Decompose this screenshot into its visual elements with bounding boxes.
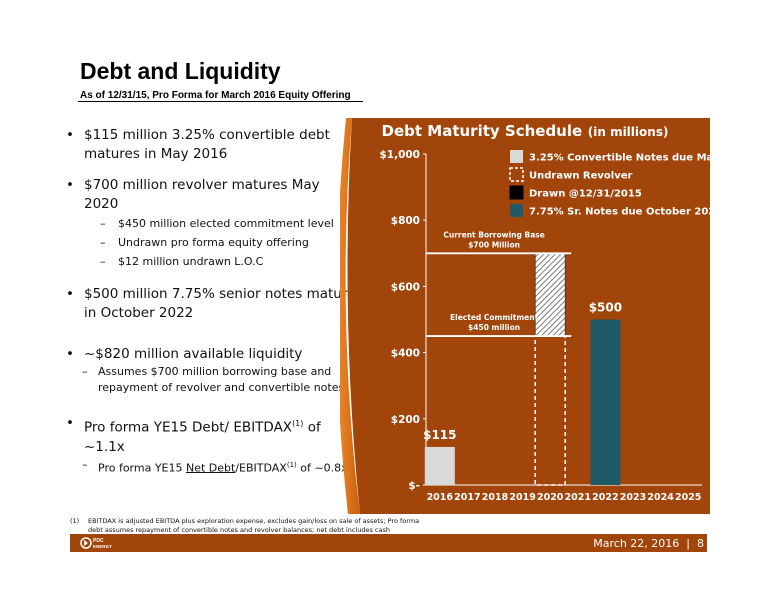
chart-title-unit: (in millions) — [587, 125, 669, 139]
legend-label: 3.25% Convertible Notes due May 2016 — [529, 153, 710, 164]
chart-swoosh — [336, 118, 360, 514]
reference-line-label: Elected Commitment — [450, 313, 539, 322]
footer-date-page: March 22, 2016 | 8 — [593, 537, 704, 550]
chart-title: Debt Maturity Schedule (in millions) — [340, 121, 710, 140]
footer-separator: | — [686, 537, 690, 550]
debt-maturity-chart: $- $200 $400 $600 $800 $1,000 2016 2017 2018 2019… — [336, 118, 751, 514]
bullet-debt-ebitdax-value: of ~1.1x — [84, 419, 321, 455]
chart-title-text: Debt Maturity Schedule — [381, 122, 583, 140]
sub-bullet-undrawn: Undrawn pro forma equity offering — [66, 233, 356, 252]
bar-senior-notes — [590, 319, 621, 485]
x-tick-label: 2022 — [592, 492, 618, 503]
legend-swatch — [509, 185, 524, 200]
legend-label: 7.75% Sr. Notes due October 2022 — [529, 207, 710, 218]
page-title: Debt and Liquidity — [80, 58, 281, 84]
y-tick-label: $1,000 — [379, 149, 420, 161]
x-tick-label: 2021 — [565, 492, 591, 503]
x-tick-label: 2024 — [647, 492, 674, 503]
data-label: $115 — [423, 428, 456, 442]
page-number: 8 — [697, 537, 704, 550]
sub-bullet-liquidity-assumption: Assumes $700 million borrowing base and … — [66, 364, 356, 396]
footnote-ref: (1) — [286, 460, 297, 469]
legend-swatch — [509, 167, 524, 182]
sub-bullet-elected: $450 million elected commitment level — [66, 214, 356, 233]
footnote-number: (1) — [70, 517, 80, 525]
footer-date: March 22, 2016 — [593, 537, 680, 550]
reference-line-label: Current Borrowing Base — [443, 230, 544, 239]
chart-canvas: $- $200 $400 $600 $800 $1,000 2016 2017 2018 2019… — [336, 118, 751, 514]
footnote: (1) EBITDAX is adjusted EBITDA plus expl… — [70, 517, 430, 535]
bullet-debt-ebitdax: Pro forma YE15 Debt/ EBITDAX(1) of ~1.1x — [66, 414, 356, 457]
bullet-senior-notes: $500 million 7.75% senior notes mature i… — [66, 285, 356, 323]
pdc-energy-logo: PDC ENERGY — [80, 537, 112, 549]
bar-convertible-notes — [424, 446, 455, 485]
data-label: $500 — [589, 301, 622, 315]
sub-bullet-net-debt: Pro forma YE15 Net Debt/EBITDAX(1) of ~0… — [66, 457, 356, 477]
y-tick-label: $600 — [391, 281, 420, 293]
net-debt-prefix: Pro forma YE15 — [98, 461, 186, 475]
bullet-list: $115 million 3.25% convertible debt matu… — [66, 126, 356, 478]
bullet-liquidity: ~$820 million available liquidity — [66, 345, 356, 364]
x-tick-label: 2020 — [537, 492, 564, 503]
footer-bar — [70, 534, 707, 552]
bullet-debt-ebitdax-text: Pro forma YE15 Debt/ EBITDAX — [84, 419, 293, 436]
legend-swatch — [510, 150, 523, 163]
legend-label: Drawn @12/31/2015 — [529, 189, 642, 200]
legend-swatch — [510, 204, 523, 217]
x-tick-label: 2016 — [427, 492, 454, 503]
x-tick-label: 2023 — [620, 492, 646, 503]
x-tick-label: 2019 — [509, 492, 535, 503]
net-debt-underlined: Net Debt — [186, 461, 236, 475]
net-debt-value: of ~0.8x — [296, 461, 348, 475]
legend-label: Undrawn Revolver — [529, 171, 633, 182]
bar-borrowing-base-excess — [534, 252, 566, 337]
footnote-text: EBITDAX is adjusted EBITDA plus explorat… — [88, 517, 420, 534]
bullet-revolver: $700 million revolver matures May 2020 — [66, 176, 356, 214]
reference-line-value: $700 Million — [468, 240, 520, 249]
reference-line-value: $450 million — [468, 323, 520, 332]
x-tick-label: 2017 — [454, 492, 480, 503]
x-tick-label: 2018 — [482, 492, 509, 503]
x-tick-label: 2025 — [675, 492, 701, 503]
bullet-convertible: $115 million 3.25% convertible debt matu… — [66, 126, 356, 164]
y-tick-label: $200 — [391, 414, 420, 426]
y-tick-label: $400 — [391, 348, 420, 360]
net-debt-ebitdax: /EBITDAX — [235, 461, 287, 475]
y-tick-label: $800 — [391, 215, 420, 227]
page-subtitle: As of 12/31/15, Pro Forma for March 2016… — [80, 90, 351, 101]
sub-bullet-loc: $12 million undrawn L.O.C — [66, 252, 356, 271]
footnote-ref: (1) — [292, 419, 304, 428]
y-tick-label: $- — [408, 480, 420, 492]
svg-text:ENERGY: ENERGY — [93, 544, 112, 549]
title-underline — [78, 101, 363, 102]
svg-text:PDC: PDC — [93, 538, 104, 544]
